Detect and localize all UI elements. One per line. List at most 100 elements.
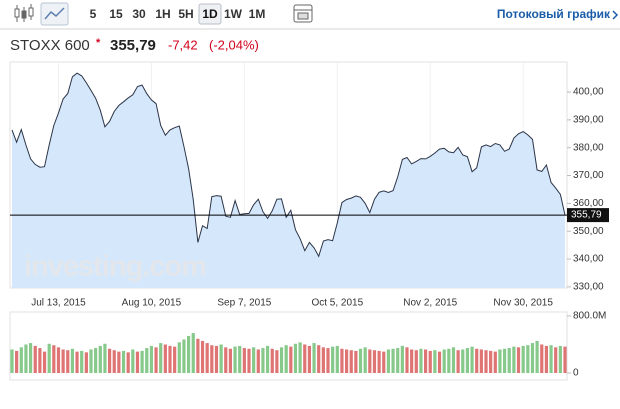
volume-bar: [423, 349, 428, 373]
volume-bar: [94, 348, 98, 373]
volume-bar: [28, 343, 33, 373]
volume-bar: [414, 350, 418, 373]
volume-bar: [344, 349, 349, 373]
volume-bar: [340, 348, 344, 373]
volume-bar: [149, 345, 154, 373]
calendar-icon[interactable]: [293, 4, 313, 23]
interval-button[interactable]: 30: [132, 7, 146, 21]
y2-tick-label: 800.0M: [573, 311, 606, 322]
volume-bar: [163, 344, 167, 373]
volume-bar: [270, 348, 274, 373]
volume-bar: [507, 348, 511, 373]
volume-bar: [321, 347, 325, 373]
volume-bar: [103, 343, 107, 373]
interval-button[interactable]: 15: [109, 7, 123, 21]
volume-bar: [247, 348, 251, 373]
volume-bar: [437, 351, 442, 373]
last-price-box: [567, 208, 609, 223]
link-arrow: [612, 10, 619, 20]
volume-bar: [89, 349, 93, 373]
interval-button[interactable]: 5: [90, 7, 97, 21]
x-tick-label: Oct 5, 2015: [311, 298, 363, 309]
volume-bar: [279, 347, 284, 373]
volume-bar: [475, 348, 479, 373]
volume-bar: [10, 349, 14, 373]
selected-interval-box: [198, 3, 222, 25]
volume-bar: [205, 343, 209, 373]
volume-bar: [405, 347, 409, 373]
x-tick-label: Jul 13, 2015: [31, 298, 86, 309]
volume-bar: [526, 345, 530, 373]
symbol: STOXX 600: [10, 37, 90, 54]
volume-bar: [493, 351, 497, 373]
volume-bar: [293, 343, 298, 373]
volume-bar: [442, 349, 446, 373]
interval-button[interactable]: 1W: [224, 7, 243, 21]
streaming-link[interactable]: Потоковый график: [497, 7, 611, 21]
volume-bar: [349, 350, 353, 373]
volume-bar: [516, 347, 521, 373]
volume-bar: [461, 349, 465, 373]
y2-tick-label: 0: [573, 368, 579, 379]
volume-bar: [377, 350, 381, 373]
volume-bar: [214, 345, 219, 373]
volume-bar: [558, 345, 562, 373]
volume-bar: [224, 347, 228, 373]
volume-bar: [219, 344, 223, 373]
y-tick-label: 340,00: [573, 254, 604, 265]
volume-bar: [117, 351, 121, 373]
volume-bar: [80, 350, 84, 373]
volume-bar: [317, 345, 321, 373]
volume-bar: [410, 349, 414, 373]
interval-button[interactable]: 1H: [155, 7, 170, 21]
volume-bar: [358, 348, 363, 373]
volume-bar: [433, 350, 437, 373]
volume-bar: [372, 350, 377, 373]
volume-bar: [191, 333, 195, 373]
volume-bar: [312, 343, 316, 373]
volume-bar: [154, 347, 158, 373]
volume-bar: [484, 350, 488, 373]
volume-bar: [42, 351, 47, 373]
volume-bar: [200, 340, 205, 373]
last-price: 355,79: [110, 37, 156, 54]
volume-bar: [554, 347, 558, 373]
volume-bar: [126, 352, 130, 373]
y-tick-label: 390,00: [573, 115, 604, 126]
volume-bar: [502, 348, 507, 373]
volume-bar: [391, 348, 395, 373]
volume-bar: [363, 347, 367, 373]
x-tick-label: Sep 7, 2015: [217, 298, 271, 309]
volume-bar: [228, 348, 233, 373]
volume-bar: [331, 346, 335, 373]
volume-bar: [140, 350, 144, 373]
volume-bar: [307, 345, 312, 373]
y-tick-label: 400,00: [573, 87, 604, 98]
interval-button[interactable]: 1M: [249, 7, 266, 21]
price-line: [11, 72, 566, 258]
volume-bar: [447, 348, 451, 373]
volume-bar: [159, 343, 163, 373]
interval-button[interactable]: 1D: [202, 7, 218, 21]
watermark: investing.com: [24, 251, 206, 283]
last-price-label: 355,79: [571, 210, 602, 221]
change-percent: (-2,04%): [209, 37, 259, 52]
area-icon[interactable]: [40, 2, 69, 26]
volume-bar: [61, 349, 65, 373]
interval-button[interactable]: 5H: [178, 7, 193, 21]
candlestick-icon[interactable]: [14, 4, 34, 22]
volume-bar: [428, 350, 432, 373]
volume-bar: [112, 350, 116, 373]
volume-bar: [456, 350, 460, 373]
down-marker: *: [96, 37, 101, 49]
volume-bar: [289, 346, 293, 373]
volume-bar: [563, 346, 567, 373]
volume-bar: [512, 346, 516, 373]
volume-bar: [261, 348, 265, 373]
y-tick-label: 360,00: [573, 198, 604, 209]
volume-bar: [19, 347, 23, 373]
volume-bar: [540, 344, 544, 373]
x-tick-label: Aug 10, 2015: [122, 298, 182, 309]
